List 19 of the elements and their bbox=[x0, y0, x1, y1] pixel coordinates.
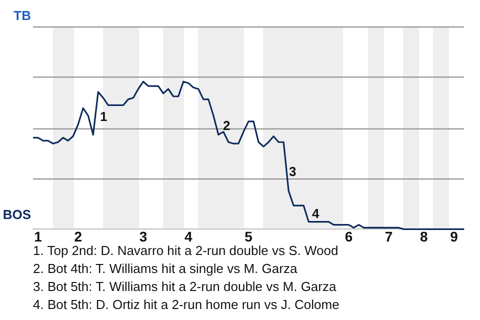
annotation: 1 bbox=[100, 109, 108, 124]
x-tick-label: 3 bbox=[139, 228, 148, 244]
text: 2. Bot 4th: T. Williams hit a single vs M. Garza bbox=[33, 260, 298, 278]
text: 1. Top 2nd: D. Navarro hit a 2-run double vs S. Wood bbox=[33, 242, 340, 260]
x-tick-label: 5 bbox=[244, 228, 253, 244]
x-tick-label: 1 bbox=[34, 228, 42, 244]
text: TB bbox=[12, 8, 31, 23]
x-tick-label: 2 bbox=[74, 228, 82, 244]
text: BOS bbox=[2, 207, 31, 222]
x-tick-label: 4 bbox=[184, 228, 192, 244]
x-tick-label: 8 bbox=[420, 228, 428, 244]
annotation: 3 bbox=[289, 164, 296, 179]
x-tick-label: 6 bbox=[344, 228, 353, 244]
text: 3. Bot 5th: T. Williams hit a 2-run double vs M. Garza bbox=[33, 278, 338, 296]
annotation: 4 bbox=[312, 206, 320, 221]
annotation: 2 bbox=[223, 118, 230, 133]
x-tick-label: 9 bbox=[450, 228, 458, 244]
x-tick-label: 7 bbox=[384, 228, 393, 244]
text: 4. Bot 5th: D. Ortiz hit a 2-run home run vs J. Colome bbox=[33, 296, 340, 314]
